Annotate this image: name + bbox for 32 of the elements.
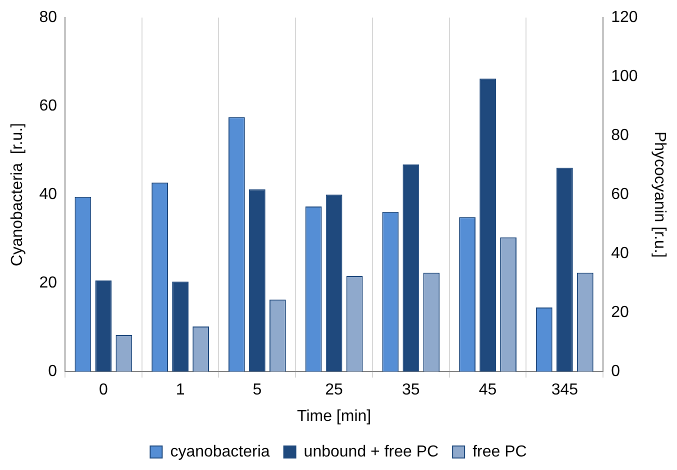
bar	[480, 78, 496, 372]
y-axis-title: Cyanobacteria [r.u.]	[9, 123, 26, 266]
bar	[402, 164, 420, 372]
legend-label: unbound + free PC	[304, 443, 439, 460]
y2-tick-label: 40	[611, 245, 630, 262]
x-tick-label: 5	[252, 382, 262, 399]
y-tick-label: 80	[39, 9, 58, 26]
y2-tick-label: 60	[611, 186, 630, 204]
legend-label: free PC	[472, 443, 527, 460]
y-tick-label: 60	[39, 98, 58, 115]
x-tick-label: 0	[98, 382, 108, 399]
y2-tick-label: 100	[611, 68, 638, 86]
bar	[556, 168, 573, 372]
bar	[248, 189, 266, 372]
y-tick-label: 0	[48, 363, 58, 380]
x-tick-label: 25	[325, 382, 344, 399]
bar	[95, 280, 112, 372]
y-tick-label: 40	[39, 186, 58, 204]
y2-tick-label: 0	[611, 363, 620, 380]
y2-tick-label: 120	[611, 9, 638, 26]
x-tick-label: 35	[402, 382, 420, 399]
y2-axis-title: Phycocyanin [r.u.]	[650, 131, 668, 258]
x-tick-label: 345	[551, 382, 578, 399]
y2-tick-label: 80	[611, 127, 630, 144]
y-tick-label: 20	[39, 274, 58, 292]
legend-label: cyanobacteria	[170, 443, 270, 460]
bar	[326, 194, 342, 372]
y2-tick-label: 20	[611, 304, 630, 322]
x-tick-label: 45	[478, 382, 497, 399]
x-axis-title: Time [min]	[297, 408, 372, 425]
bar	[172, 282, 189, 372]
x-tick-label: 1	[176, 382, 185, 399]
